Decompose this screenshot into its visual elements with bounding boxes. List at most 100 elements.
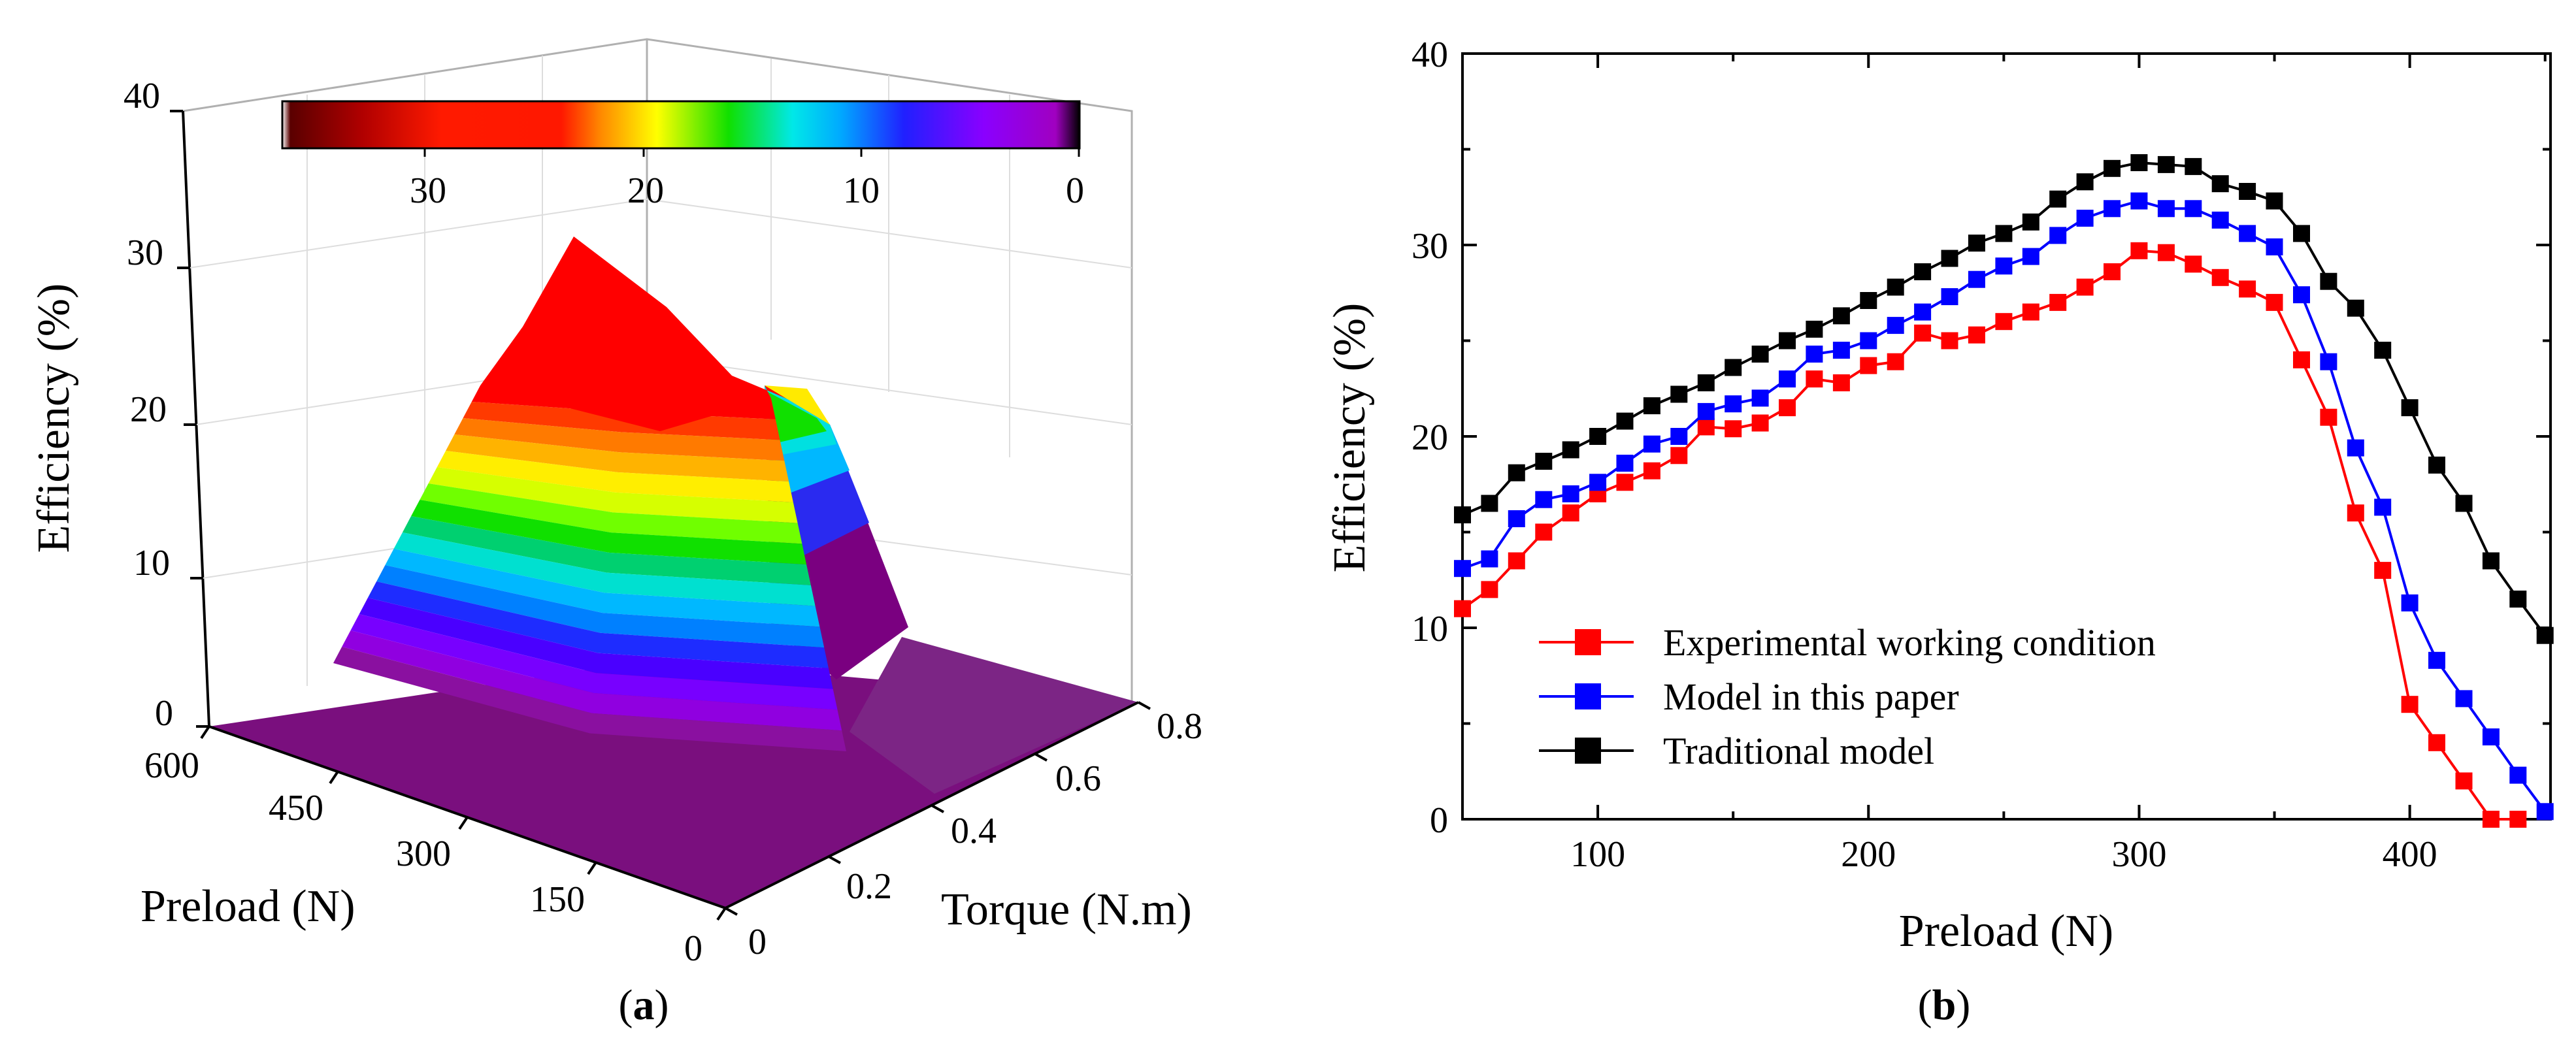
data-point xyxy=(1535,491,1553,508)
surface-band xyxy=(385,549,820,627)
surface-front-face xyxy=(333,385,846,751)
data-point xyxy=(2049,227,2067,244)
surface-band xyxy=(428,467,798,523)
data-point xyxy=(2482,552,2500,570)
series-model-in-this-paper xyxy=(1454,192,2554,821)
series-traditional-model xyxy=(1454,154,2554,644)
y-tick-label: 10 xyxy=(1412,609,1448,649)
data-point xyxy=(2536,627,2554,644)
data-point xyxy=(2320,272,2337,290)
data-point xyxy=(2185,157,2202,175)
z-tick-label: 20 xyxy=(130,389,167,430)
data-point xyxy=(1616,455,1634,472)
z-tick-label: 30 xyxy=(127,233,163,273)
colorbar-tick-label: 10 xyxy=(843,171,880,211)
y-tick-label: 0 xyxy=(1430,800,1448,841)
data-point xyxy=(1751,346,1769,363)
surface-peak-right xyxy=(765,385,830,425)
surface-band xyxy=(342,630,842,731)
data-point xyxy=(2320,353,2337,370)
data-point xyxy=(1832,307,1850,325)
data-point xyxy=(2049,293,2067,311)
data-point xyxy=(1887,278,1904,296)
x-tick-label: 100 xyxy=(1570,834,1625,875)
data-point xyxy=(2076,210,2094,227)
data-point xyxy=(1481,550,1498,568)
data-point xyxy=(2509,811,2527,828)
data-point xyxy=(1941,288,1958,306)
preload-tick-label: 300 xyxy=(396,834,451,874)
preload-tick-label: 600 xyxy=(144,745,199,786)
data-point xyxy=(1562,441,1579,459)
colorbar-gradient xyxy=(281,100,1081,150)
surface-band xyxy=(350,614,838,710)
torque-axis-ticks xyxy=(725,701,1151,916)
surface-band xyxy=(446,434,789,482)
data-point xyxy=(2482,811,2500,828)
data-point xyxy=(2239,280,2256,298)
data-point xyxy=(1697,402,1715,420)
torque-axis-title: Torque (N.m) xyxy=(941,885,1192,935)
data-point xyxy=(1670,428,1688,445)
data-point xyxy=(2076,278,2094,296)
data-point xyxy=(1751,389,1769,407)
torque-tick-label: 0.8 xyxy=(1157,706,1202,747)
torque-tick-label: 0.6 xyxy=(1055,758,1101,799)
data-point xyxy=(1941,250,1958,267)
panel-b-line-chart: 100 200 300 400 0 10 20 30 40 Efficiency (%) Pre… xyxy=(1325,35,2554,1029)
data-point xyxy=(2239,183,2256,200)
data-point xyxy=(1832,374,1850,391)
data-point xyxy=(1562,485,1579,502)
data-point xyxy=(2185,200,2202,218)
surface-band xyxy=(359,598,833,689)
data-point xyxy=(2022,303,2039,321)
data-point xyxy=(2428,456,2445,474)
data-point xyxy=(1968,270,1985,288)
data-point xyxy=(2022,248,2039,265)
data-point xyxy=(1725,359,1742,376)
data-point xyxy=(2239,225,2256,242)
data-point xyxy=(2185,255,2202,273)
z-tick-label: 40 xyxy=(124,76,160,116)
data-point xyxy=(1643,435,1660,453)
surface-band xyxy=(420,483,802,544)
data-point xyxy=(2401,399,2419,417)
data-point xyxy=(1751,414,1769,432)
data-point xyxy=(2157,155,2175,173)
data-series xyxy=(1454,154,2554,828)
preload-tick-label: 150 xyxy=(530,879,585,920)
data-point xyxy=(1914,263,1932,280)
data-point xyxy=(1535,453,1553,470)
panel-b-caption: (b) xyxy=(1918,981,1971,1029)
surface-peak xyxy=(480,236,817,431)
data-point xyxy=(1454,560,1471,578)
data-point xyxy=(1697,418,1715,436)
data-point xyxy=(2401,594,2419,611)
data-point xyxy=(2104,263,2121,280)
data-point xyxy=(1832,342,1850,359)
data-point xyxy=(2266,192,2283,210)
data-point xyxy=(2266,238,2283,255)
colorbar-tick-label: 30 xyxy=(410,171,446,211)
surface-band xyxy=(333,647,846,751)
data-point xyxy=(1995,257,2013,275)
data-point xyxy=(2049,190,2067,208)
y-tick-label: 40 xyxy=(1412,35,1448,75)
data-point xyxy=(1779,399,1796,417)
data-point xyxy=(2211,175,2229,193)
legend-label: Experimental working condition xyxy=(1663,621,2156,664)
data-point xyxy=(1860,332,1877,350)
colorbar-tick-label: 0 xyxy=(1066,171,1084,211)
data-point xyxy=(2401,696,2419,713)
data-point xyxy=(2428,651,2445,669)
surface-band xyxy=(402,516,811,585)
data-point xyxy=(2374,562,2392,579)
data-point xyxy=(1995,225,2013,242)
data-point xyxy=(1779,332,1796,350)
data-point xyxy=(1995,313,2013,331)
x-axis-title: Preload (N) xyxy=(1899,906,2114,956)
data-point xyxy=(1454,600,1471,617)
data-point xyxy=(2509,591,2527,608)
data-point xyxy=(1454,506,1471,524)
panel-a-caption: (a) xyxy=(619,981,669,1029)
